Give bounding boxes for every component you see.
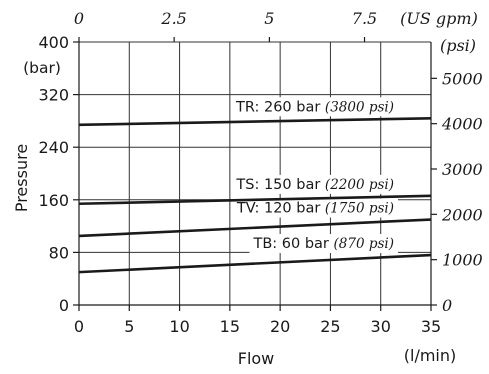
y-tick-label: 160 <box>38 191 69 210</box>
right-tick-label: 1000 <box>442 251 483 270</box>
x-axis-unit: (l/min) <box>404 346 457 365</box>
series-label-text: TV: 120 bar (1750 psi) <box>236 201 394 217</box>
right-tick-label: 2000 <box>441 205 483 224</box>
series-label: TB: 60 bar (870 psi) <box>249 234 398 254</box>
top-tick-label: 7.5 <box>352 9 377 28</box>
series-labels: TR: 260 bar (3800 psi) TS: 150 bar (2200 … <box>231 97 398 254</box>
series-label-main: TV: 120 bar <box>236 201 325 217</box>
y-tick-label: 400 <box>38 33 69 52</box>
x-tick-label: 0 <box>74 317 84 336</box>
right-tick-label: 5000 <box>442 69 483 88</box>
top-axis-unit: (US gpm) <box>400 9 478 28</box>
series-line <box>78 218 432 238</box>
series-label-bg <box>232 198 398 218</box>
y-axis-title: Pressure <box>12 144 31 212</box>
x-tick-label: 20 <box>270 317 290 336</box>
x-tick-label: 5 <box>124 317 134 336</box>
series-line <box>78 253 432 274</box>
series-label-main: TB: 60 bar <box>252 236 333 252</box>
y-tick-label: 240 <box>38 138 69 157</box>
series-line <box>78 116 432 127</box>
y-tick-label: 320 <box>38 86 69 105</box>
x-tick-label: 35 <box>421 317 441 336</box>
right-tick-label: 4000 <box>441 115 483 134</box>
series-label-psi: (3800 psi) <box>325 99 394 115</box>
series-label-text: TB: 60 bar (870 psi) <box>252 236 394 252</box>
series-label-bg <box>232 174 398 194</box>
x-tick-label: 25 <box>320 317 340 336</box>
y-axis-unit: (bar) <box>23 59 61 77</box>
series-label-main: TS: 150 bar <box>235 177 325 193</box>
series-label-psi: (870 psi) <box>334 236 394 252</box>
x-tick-label: 30 <box>371 317 391 336</box>
right-tick-label: 3000 <box>442 160 483 179</box>
series-label-psi: (1750 psi) <box>325 201 394 217</box>
y-tick-label: 80 <box>49 243 69 262</box>
x-tick-label: 10 <box>169 317 189 336</box>
right-tick-label: 0 <box>442 296 452 315</box>
series-label: TV: 120 bar (1750 psi) <box>232 198 398 218</box>
series-line <box>78 194 432 206</box>
x-axis-title: Flow <box>238 349 275 368</box>
y-tick-label: 0 <box>59 296 69 315</box>
top-tick-label: 0 <box>74 9 84 28</box>
series-label: TS: 150 bar (2200 psi) <box>232 174 398 194</box>
series-label: TR: 260 bar (3800 psi) <box>231 97 398 117</box>
series-label-bg <box>231 97 398 117</box>
series-label-bg <box>249 234 398 254</box>
top-tick-label: 2.5 <box>160 9 186 28</box>
series-label-psi: (2200 psi) <box>325 177 394 193</box>
series-label-text: TS: 150 bar (2200 psi) <box>235 177 394 193</box>
top-tick-label: 5 <box>264 9 274 28</box>
grid <box>79 41 432 305</box>
x-tick-label: 15 <box>220 317 240 336</box>
series-label-text: TR: 260 bar (3800 psi) <box>235 99 394 115</box>
series-label-main: TR: 260 bar <box>235 99 325 115</box>
right-axis-unit: (psi) <box>440 36 476 55</box>
series-lines <box>78 116 432 274</box>
